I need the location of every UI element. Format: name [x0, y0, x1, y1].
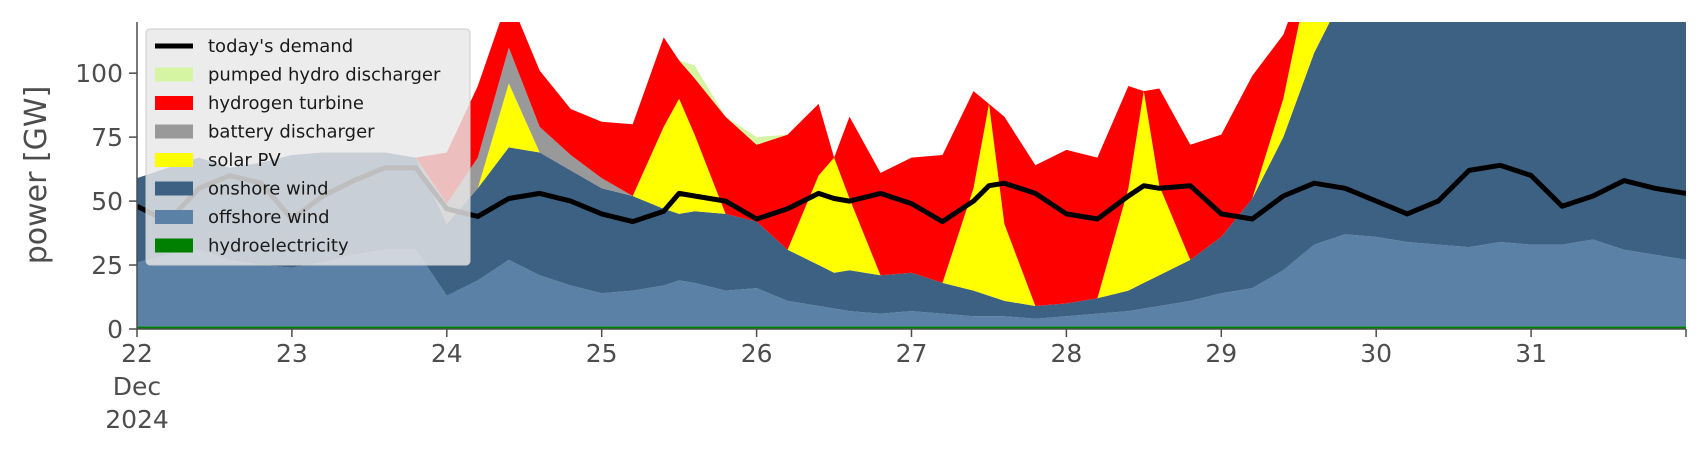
legend-swatch	[155, 96, 193, 110]
legend-box	[145, 28, 471, 266]
legend-label: onshore wind	[208, 179, 329, 200]
x-tick-label: 23	[276, 339, 308, 368]
y-tick-label: 0	[107, 315, 123, 344]
legend-swatch	[155, 67, 193, 82]
legend-label: offshore wind	[208, 207, 330, 228]
y-tick-label: 50	[91, 187, 123, 216]
legend-swatch	[155, 124, 193, 139]
legend-swatch	[155, 210, 193, 224]
x-tick-sublabel: 2024	[105, 405, 169, 434]
x-tick-label: 24	[431, 339, 463, 368]
x-tick-label: 27	[896, 339, 928, 368]
x-tick-label: 28	[1050, 339, 1082, 368]
y-axis-label: power [GW]	[19, 86, 54, 265]
legend-swatch	[155, 181, 193, 196]
legend-label: today's demand	[208, 36, 353, 57]
area-offshore-wind	[137, 234, 1686, 327]
x-tick-label: 25	[586, 339, 618, 368]
x-tick-sublabel: Dec	[113, 372, 161, 401]
legend-label: battery discharger	[208, 122, 375, 143]
y-tick-label: 25	[91, 251, 123, 280]
x-tick-label: 30	[1360, 339, 1392, 368]
area-pumped-hydro-discharger	[137, 22, 1288, 179]
y-tick-label: 100	[75, 59, 123, 88]
x-tick-label: 22	[121, 339, 153, 368]
legend: today's demand pumped hydro discharger hyd…	[145, 28, 471, 266]
area-hydrogen-turbine	[137, 22, 1300, 306]
legend-swatch	[155, 238, 193, 253]
legend-swatch	[155, 153, 193, 167]
legend-label: solar PV	[208, 150, 281, 171]
axes: 0 25 50 75 100 22 Dec 2024 23 24 25 26 27 28 29 30 31	[75, 22, 1687, 434]
legend-label: hydrogen turbine	[208, 93, 364, 114]
legend-label: hydroelectricity	[208, 236, 349, 257]
x-tick-label: 26	[741, 339, 773, 368]
area-onshore-wind	[137, 22, 1686, 319]
legend-label: pumped hydro discharger	[208, 65, 441, 86]
x-tick-label: 31	[1515, 339, 1547, 368]
y-tick-label: 75	[91, 123, 123, 152]
x-tick-label: 29	[1205, 339, 1237, 368]
